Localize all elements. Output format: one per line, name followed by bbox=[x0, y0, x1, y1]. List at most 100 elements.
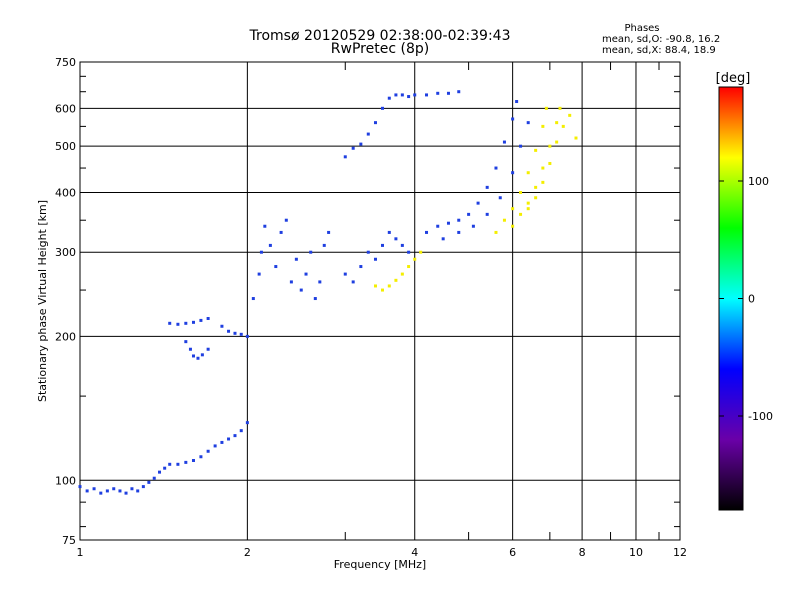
data-point-x bbox=[534, 185, 538, 189]
data-point-o bbox=[176, 322, 180, 326]
data-point-o bbox=[239, 429, 243, 433]
data-point-o bbox=[294, 257, 298, 261]
data-point-o bbox=[359, 265, 363, 269]
data-point-o bbox=[257, 272, 261, 276]
data-point-o bbox=[251, 297, 255, 301]
data-points bbox=[78, 90, 578, 495]
data-point-o bbox=[467, 212, 471, 216]
data-point-o bbox=[184, 321, 188, 325]
data-point-o bbox=[394, 237, 398, 241]
data-point-x bbox=[387, 284, 391, 288]
data-point-o bbox=[387, 230, 391, 234]
data-point-o bbox=[425, 93, 429, 97]
data-point-o bbox=[446, 221, 450, 225]
data-point-o bbox=[191, 320, 195, 324]
data-point-o bbox=[327, 230, 331, 234]
data-point-x bbox=[541, 124, 545, 128]
y-tick-label: 300 bbox=[55, 246, 76, 259]
data-point-o bbox=[147, 480, 151, 484]
data-point-o bbox=[200, 353, 204, 357]
data-point-o bbox=[366, 132, 370, 136]
data-point-o bbox=[259, 250, 263, 254]
data-point-x bbox=[526, 171, 530, 175]
data-point-o bbox=[245, 334, 249, 338]
data-point-o bbox=[274, 265, 278, 269]
data-point-o bbox=[511, 117, 515, 121]
grid-lines bbox=[80, 62, 680, 540]
y-tick-label: 200 bbox=[55, 330, 76, 343]
data-point-x bbox=[519, 190, 523, 194]
data-point-x bbox=[534, 148, 538, 152]
data-point-o bbox=[78, 485, 82, 489]
data-point-o bbox=[279, 230, 283, 234]
x-axis-ticks: 1 2 4 6 8 10 12 bbox=[77, 546, 688, 559]
data-point-o bbox=[407, 95, 411, 99]
y-tick-label: 500 bbox=[55, 140, 76, 153]
data-point-o bbox=[206, 449, 210, 453]
data-point-x bbox=[494, 230, 498, 234]
data-point-o bbox=[309, 250, 313, 254]
data-point-x bbox=[519, 212, 523, 216]
data-point-o bbox=[92, 487, 96, 491]
data-point-x bbox=[534, 196, 538, 200]
data-point-o bbox=[322, 243, 326, 247]
data-point-o bbox=[99, 491, 103, 495]
colorbar-tick-label: 0 bbox=[748, 293, 755, 306]
data-point-x bbox=[380, 288, 384, 292]
x-tick-label: 1 bbox=[77, 546, 84, 559]
data-point-o bbox=[136, 489, 140, 493]
data-point-o bbox=[176, 462, 180, 466]
data-point-x bbox=[400, 272, 404, 276]
stats-x-line: mean, sd,X: 88.4, 18.9 bbox=[602, 45, 716, 56]
data-point-o bbox=[191, 458, 195, 462]
data-point-o bbox=[163, 466, 167, 470]
y-tick-label: 750 bbox=[55, 56, 76, 69]
data-point-o bbox=[476, 201, 480, 205]
data-point-o bbox=[130, 487, 134, 491]
data-point-o bbox=[351, 280, 355, 284]
data-point-x bbox=[373, 284, 377, 288]
data-point-x bbox=[561, 124, 565, 128]
data-point-o bbox=[168, 321, 172, 325]
data-point-x bbox=[541, 180, 545, 184]
x-tick-label: 4 bbox=[411, 546, 418, 559]
data-point-o bbox=[394, 93, 398, 97]
data-point-o bbox=[239, 332, 243, 336]
data-point-o bbox=[206, 316, 210, 320]
data-point-o bbox=[168, 462, 172, 466]
data-point-o bbox=[220, 440, 224, 444]
data-point-o bbox=[502, 140, 506, 144]
data-point-o bbox=[457, 90, 461, 94]
data-point-x bbox=[544, 106, 548, 110]
data-point-o bbox=[457, 230, 461, 234]
data-point-x bbox=[407, 265, 411, 269]
data-point-o bbox=[373, 121, 377, 125]
data-point-o bbox=[511, 171, 515, 175]
data-point-o bbox=[425, 230, 429, 234]
data-point-o bbox=[245, 421, 249, 425]
x-tick-label: 10 bbox=[629, 546, 643, 559]
x-tick-label: 8 bbox=[579, 546, 586, 559]
data-point-o bbox=[457, 218, 461, 222]
x-tick-label: 12 bbox=[673, 546, 687, 559]
data-point-o bbox=[359, 142, 363, 146]
data-point-o bbox=[158, 470, 162, 474]
chart-subtitle: RwPretec (8p) bbox=[331, 41, 429, 57]
data-point-x bbox=[526, 207, 530, 211]
data-point-x bbox=[568, 113, 572, 117]
stats-o-line: mean, sd,O: -90.8, 16.2 bbox=[602, 34, 720, 45]
data-point-o bbox=[413, 93, 417, 97]
data-point-o bbox=[233, 331, 237, 335]
data-point-o bbox=[289, 280, 293, 284]
data-point-o bbox=[184, 460, 188, 464]
data-point-x bbox=[511, 207, 515, 211]
data-point-x bbox=[541, 166, 545, 170]
data-point-o bbox=[380, 243, 384, 247]
data-point-x bbox=[548, 144, 552, 148]
x-axis-label: Frequency [MHz] bbox=[334, 558, 426, 571]
data-point-o bbox=[152, 476, 156, 480]
data-point-o bbox=[284, 218, 288, 222]
data-point-o bbox=[206, 347, 210, 351]
data-point-o bbox=[373, 257, 377, 261]
data-point-o bbox=[343, 155, 347, 159]
